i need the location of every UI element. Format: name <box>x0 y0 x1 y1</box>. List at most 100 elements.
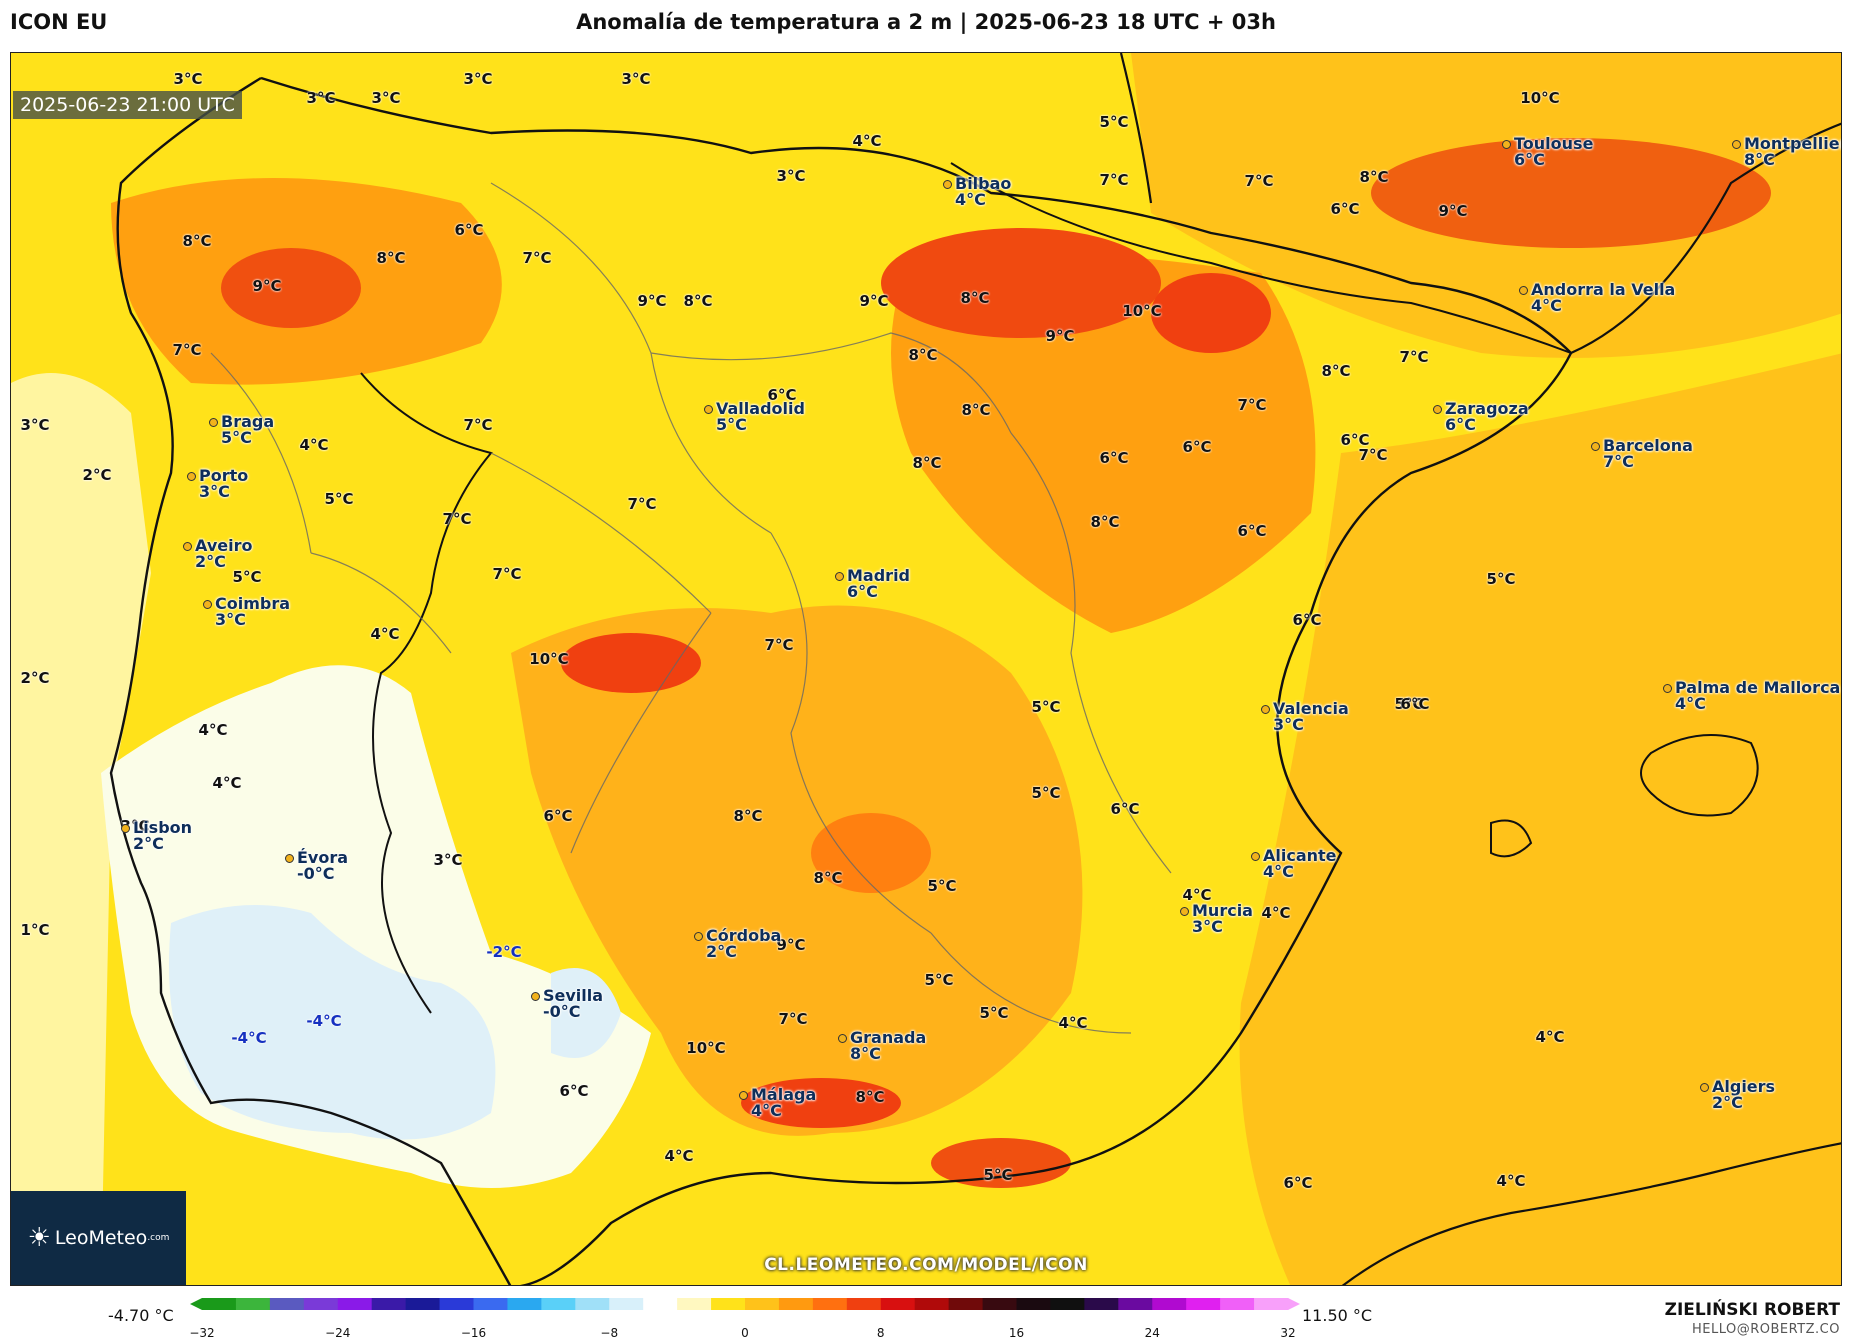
colorbar-segment <box>1220 1298 1255 1310</box>
city-name: Sevilla <box>543 986 604 1005</box>
city-value: 2°C <box>133 834 164 853</box>
colorbar-segment <box>541 1298 576 1310</box>
valid-time-badge: 2025-06-23 21:00 UTC <box>13 91 242 119</box>
city-dot-icon <box>1591 442 1600 451</box>
city-value: -0°C <box>297 864 335 883</box>
temperature-label: 6°C <box>1400 695 1430 713</box>
city-name: Madrid <box>847 566 910 585</box>
city-marker: Valencia 3°C <box>1261 699 1349 733</box>
temperature-label: 5°C <box>232 568 262 586</box>
city-name: Lisbon <box>133 818 193 837</box>
city-value: -0°C <box>543 1002 581 1021</box>
city-dot-icon <box>183 542 192 551</box>
author-email: HELLO@ROBERTZ.CO <box>1691 1322 1840 1337</box>
coastline-mallorca <box>1640 734 1759 817</box>
city-marker: Murcia 3°C <box>1180 901 1253 935</box>
city-name: Valencia <box>1273 699 1349 718</box>
city-dot-icon <box>209 418 218 427</box>
temperature-label: 7°C <box>1358 446 1388 464</box>
border-portugal <box>360 372 493 1014</box>
city-marker: Barcelona 7°C <box>1591 438 1693 470</box>
city-dot-icon <box>1732 140 1741 149</box>
temperature-label: 6°C <box>559 1082 589 1100</box>
city-marker: Bilbao 4°C <box>943 176 1011 209</box>
colorbar-tick-label: −32 <box>189 1326 215 1340</box>
temperature-label: 10°C <box>1122 302 1162 320</box>
colorbar <box>190 1298 1300 1310</box>
temperature-label: 4°C <box>1535 1028 1565 1046</box>
hot-core-central-west <box>561 633 701 693</box>
city-name: Murcia <box>1192 901 1253 920</box>
temperature-label: 5°C <box>983 1166 1013 1184</box>
temperature-label: 4°C <box>1058 1014 1088 1032</box>
colorbar-max-arrow <box>1288 1298 1300 1310</box>
city-name: Málaga <box>751 1085 817 1104</box>
colorbar-segment <box>711 1298 746 1310</box>
temperature-label: 5°C <box>1099 113 1129 131</box>
city-dot-icon <box>1700 1083 1709 1092</box>
temperature-label: 8°C <box>908 346 938 364</box>
colorbar-segment <box>235 1298 271 1310</box>
colorbar-tick-label: −16 <box>460 1326 487 1340</box>
city-marker: Aveiro 2°C <box>183 536 253 570</box>
temperature-label: 9°C <box>776 936 806 954</box>
coastline-africa <box>1341 1142 1841 1285</box>
city-value: 4°C <box>1675 694 1706 713</box>
city-value: 6°C <box>1514 150 1545 169</box>
city-name: Valladolid <box>716 399 805 418</box>
city-name: Toulouse <box>1514 134 1594 153</box>
temperature-label: 9°C <box>1438 202 1468 220</box>
coastline-france <box>1119 53 1841 355</box>
temperature-label: 6°C <box>454 221 484 239</box>
colorbar-segment <box>846 1298 882 1310</box>
temperature-label: 7°C <box>522 249 552 267</box>
city-marker: Porto 3°C <box>187 466 249 500</box>
colorbar-segment <box>1118 1298 1153 1310</box>
temperature-label: 7°C <box>492 565 522 583</box>
city-marker: Granada 8°C <box>838 1030 926 1062</box>
colorbar-segment <box>812 1298 848 1310</box>
temperature-label: 6°C <box>1283 1174 1313 1192</box>
city-dot-icon <box>203 600 212 609</box>
temperature-label: 4°C <box>212 774 242 792</box>
temperature-label: 6°C <box>1292 611 1322 629</box>
city-value: 4°C <box>1263 862 1294 881</box>
temperature-label: 7°C <box>442 510 472 528</box>
city-value: 8°C <box>1744 150 1775 169</box>
city-dot-icon <box>1261 705 1270 714</box>
city-name: Porto <box>199 466 249 485</box>
temperature-label: 9°C <box>1045 327 1075 345</box>
city-dot-icon <box>121 824 130 833</box>
colorbar-tick-label: 16 <box>1008 1326 1025 1340</box>
city-marker: Andorra la Vella 4°C <box>1519 282 1675 314</box>
temperature-label: 8°C <box>960 289 990 307</box>
temperature-label: 10°C <box>1520 89 1560 107</box>
city-dot-icon <box>704 405 713 414</box>
city-name: Montpellier <box>1744 134 1842 153</box>
city-marker: Palma de Mallorca 4°C <box>1663 678 1841 713</box>
city-name: Palma de Mallorca <box>1675 678 1841 697</box>
city-name: Algiers <box>1712 1077 1776 1096</box>
temperature-label: 3°C <box>433 851 463 869</box>
coastline-ibiza <box>1490 819 1533 858</box>
colorbar-segment <box>914 1298 950 1310</box>
city-dot-icon <box>1663 684 1672 693</box>
region-borders <box>210 182 1172 1034</box>
temperature-label: 7°C <box>1244 172 1274 190</box>
temperature-label: 9°C <box>252 277 282 295</box>
city-marker: Toulouse 6°C <box>1502 134 1594 169</box>
city-value: 6°C <box>1445 415 1476 434</box>
city-marker: Coimbra 3°C <box>203 594 291 628</box>
colorbar-segment <box>1050 1298 1085 1310</box>
city-name: Coimbra <box>215 594 291 613</box>
temperature-label: 3°C <box>173 70 203 88</box>
city-name: Aveiro <box>195 536 253 555</box>
temperature-label: -2°C <box>486 943 522 961</box>
hot-core-toulouse <box>1371 138 1771 248</box>
hot-core-granada <box>741 1078 901 1128</box>
city-value: 6°C <box>847 582 878 601</box>
temperature-label: 8°C <box>961 401 991 419</box>
colorbar-segment <box>1152 1298 1187 1310</box>
temperature-label: 7°C <box>463 416 493 434</box>
city-value: 4°C <box>955 190 986 209</box>
